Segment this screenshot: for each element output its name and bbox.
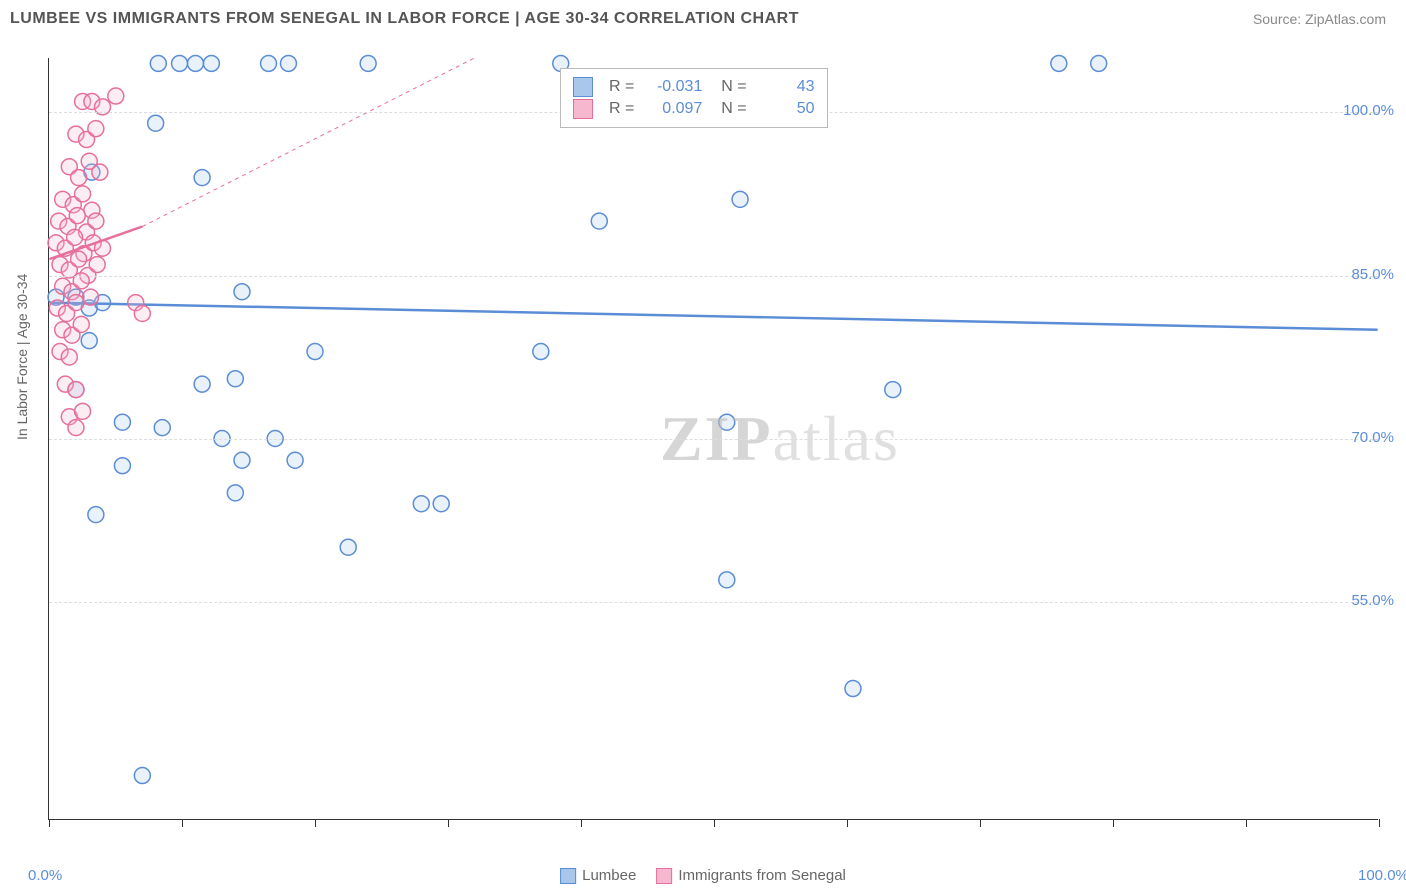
data-point-senegal: [75, 403, 91, 419]
legend-bottom: Lumbee Immigrants from Senegal: [560, 867, 846, 884]
data-point-lumbee: [591, 213, 607, 229]
data-point-lumbee: [114, 458, 130, 474]
gridline: [49, 276, 1378, 277]
x-tick: [1246, 819, 1247, 827]
data-point-lumbee: [280, 55, 296, 71]
data-point-senegal: [67, 229, 83, 245]
x-tick: [847, 819, 848, 827]
data-point-lumbee: [719, 414, 735, 430]
data-point-lumbee: [287, 452, 303, 468]
data-point-lumbee: [533, 344, 549, 360]
title-bar: LUMBEE VS IMMIGRANTS FROM SENEGAL IN LAB…: [0, 0, 1406, 38]
data-point-lumbee: [340, 539, 356, 555]
data-point-lumbee: [732, 191, 748, 207]
data-point-lumbee: [187, 55, 203, 71]
stats-n-value-senegal: 50: [757, 100, 815, 118]
legend-swatch-senegal: [656, 868, 672, 884]
gridline: [49, 439, 1378, 440]
data-point-senegal: [89, 257, 105, 273]
data-point-lumbee: [227, 371, 243, 387]
x-tick: [49, 819, 50, 827]
data-point-senegal: [88, 121, 104, 137]
data-point-lumbee: [172, 55, 188, 71]
x-tick-label: 0.0%: [28, 867, 62, 884]
trend-line-lumbee: [49, 303, 1377, 330]
data-point-lumbee: [88, 507, 104, 523]
stats-r-value-senegal: 0.097: [644, 100, 702, 118]
legend-item-lumbee: Lumbee: [560, 867, 636, 884]
x-tick: [448, 819, 449, 827]
stats-n-label: N =: [712, 78, 746, 96]
data-point-senegal: [88, 213, 104, 229]
data-point-lumbee: [234, 452, 250, 468]
data-point-senegal: [71, 251, 87, 267]
x-tick: [1113, 819, 1114, 827]
data-point-senegal: [69, 208, 85, 224]
y-axis-label: In Labor Force | Age 30-34: [14, 274, 30, 440]
data-point-lumbee: [845, 681, 861, 697]
stats-r-value-lumbee: -0.031: [644, 78, 702, 96]
data-point-lumbee: [148, 115, 164, 131]
y-tick-label: 85.0%: [1351, 266, 1394, 283]
legend-swatch-lumbee: [560, 868, 576, 884]
data-point-senegal: [68, 382, 84, 398]
data-point-lumbee: [433, 496, 449, 512]
legend-label-lumbee: Lumbee: [582, 867, 636, 884]
data-point-lumbee: [307, 344, 323, 360]
data-point-lumbee: [719, 572, 735, 588]
x-tick: [315, 819, 316, 827]
stats-n-label: N =: [712, 100, 746, 118]
data-point-senegal: [68, 295, 84, 311]
x-tick: [1379, 819, 1380, 827]
data-point-senegal: [73, 316, 89, 332]
data-point-lumbee: [114, 414, 130, 430]
data-point-senegal: [68, 420, 84, 436]
data-point-lumbee: [194, 170, 210, 186]
stats-row-senegal: R = 0.097 N = 50: [573, 99, 815, 119]
data-point-lumbee: [261, 55, 277, 71]
trend-line-ext-senegal: [142, 58, 474, 227]
data-point-senegal: [71, 170, 87, 186]
data-point-lumbee: [81, 333, 97, 349]
data-point-lumbee: [234, 284, 250, 300]
data-point-senegal: [108, 88, 124, 104]
data-point-senegal: [75, 186, 91, 202]
x-tick: [714, 819, 715, 827]
x-tick: [182, 819, 183, 827]
data-point-lumbee: [360, 55, 376, 71]
y-tick-label: 100.0%: [1343, 102, 1394, 119]
stats-r-label: R =: [609, 100, 634, 118]
legend-item-senegal: Immigrants from Senegal: [656, 867, 846, 884]
data-point-lumbee: [150, 55, 166, 71]
data-point-lumbee: [1051, 55, 1067, 71]
chart-title: LUMBEE VS IMMIGRANTS FROM SENEGAL IN LAB…: [10, 10, 799, 28]
stats-swatch-lumbee: [573, 77, 593, 97]
gridline: [49, 602, 1378, 603]
stats-swatch-senegal: [573, 99, 593, 119]
x-tick-label: 100.0%: [1358, 867, 1406, 884]
data-point-senegal: [61, 349, 77, 365]
data-point-senegal: [134, 305, 150, 321]
data-point-lumbee: [203, 55, 219, 71]
data-point-senegal: [83, 289, 99, 305]
x-tick: [980, 819, 981, 827]
data-point-lumbee: [413, 496, 429, 512]
data-point-lumbee: [154, 420, 170, 436]
stats-r-label: R =: [609, 78, 634, 96]
data-point-lumbee: [227, 485, 243, 501]
data-point-senegal: [92, 164, 108, 180]
stats-n-value-lumbee: 43: [757, 78, 815, 96]
stats-row-lumbee: R = -0.031 N = 43: [573, 77, 815, 97]
data-point-lumbee: [134, 768, 150, 784]
source-attribution: Source: ZipAtlas.com: [1253, 11, 1386, 27]
data-point-lumbee: [194, 376, 210, 392]
stats-box: R = -0.031 N = 43 R = 0.097 N = 50: [560, 68, 828, 128]
legend-label-senegal: Immigrants from Senegal: [678, 867, 846, 884]
y-tick-label: 55.0%: [1351, 592, 1394, 609]
x-tick: [581, 819, 582, 827]
data-point-lumbee: [1091, 55, 1107, 71]
y-tick-label: 70.0%: [1351, 429, 1394, 446]
data-point-lumbee: [885, 382, 901, 398]
plot-area: ZIPatlas: [48, 58, 1378, 820]
